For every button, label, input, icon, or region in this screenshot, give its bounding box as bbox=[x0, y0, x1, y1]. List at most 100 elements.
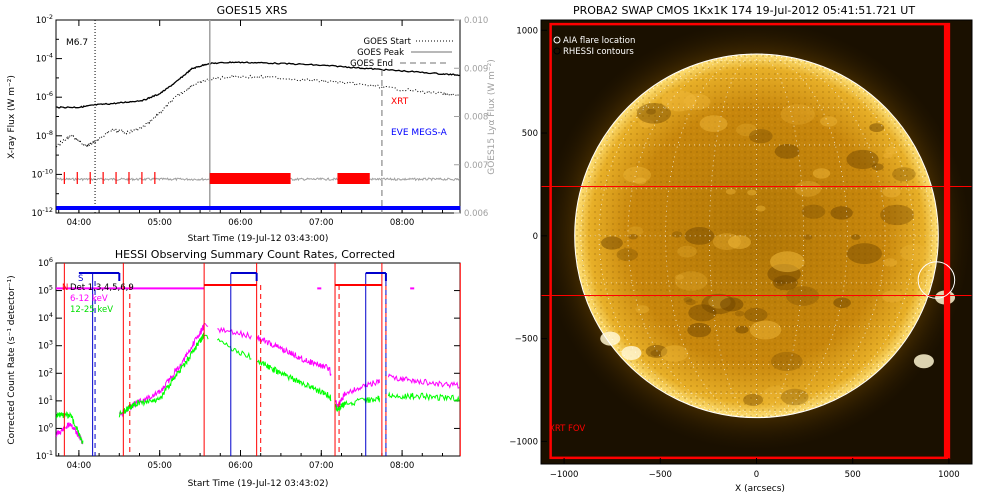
hessi-12-25kev-line bbox=[256, 359, 332, 402]
longitude-line bbox=[756, 53, 848, 419]
coronal-dark-region bbox=[645, 344, 668, 358]
heliographic-grid bbox=[574, 53, 939, 419]
swap-ytick-label: 0 bbox=[533, 232, 538, 242]
hessi-y-axis: 10-1 100 101 102 103 104 105 106 bbox=[36, 256, 460, 462]
coronal-dark-region bbox=[871, 163, 884, 171]
xrs-ylabel: X-ray Flux (W m⁻²) bbox=[7, 75, 17, 159]
hessi-ytick-label: 103 bbox=[38, 339, 53, 352]
active-region bbox=[600, 331, 621, 346]
swap-xtick-label: 0 bbox=[754, 470, 759, 480]
legend-goes-peak: GOES Peak bbox=[357, 48, 404, 58]
coronal-dark-region bbox=[892, 167, 916, 182]
xrs-xtick-label: 07:00 bbox=[309, 218, 334, 228]
xrs-long-channel-line bbox=[56, 61, 461, 109]
xrs-xlabel: Start Time (19-Jul-12 03:43:00) bbox=[188, 234, 329, 244]
coronal-dark-region bbox=[801, 204, 826, 219]
coronal-dark-region bbox=[880, 204, 914, 226]
legend-rhessi-marker bbox=[553, 47, 561, 55]
bright-region bbox=[634, 177, 647, 185]
hessi-12-25kev-line bbox=[387, 391, 460, 403]
eve-observation-bar bbox=[56, 206, 461, 210]
bright-region bbox=[747, 189, 757, 196]
bright-region bbox=[749, 320, 782, 340]
swap-overlays bbox=[541, 22, 972, 460]
hessi-ytick-label: 100 bbox=[38, 421, 53, 434]
coronal-dark-region bbox=[650, 350, 662, 357]
coronal-dark-region bbox=[684, 227, 715, 245]
hessi-ytick-label: 106 bbox=[38, 256, 53, 269]
active-region bbox=[621, 346, 642, 360]
aia-flare-location bbox=[917, 261, 956, 299]
bright-region bbox=[882, 290, 903, 303]
coronal-dark-region bbox=[846, 149, 879, 170]
swap-title: PROBA2 SWAP CMOS 1Kx1K 174 19-Jul-2012 0… bbox=[573, 4, 915, 17]
hessi-xtick-label: 06:00 bbox=[228, 461, 253, 471]
swap-xtick-label: −1000 bbox=[550, 470, 579, 480]
xrs-short-channel-line bbox=[55, 73, 461, 149]
bright-region bbox=[627, 226, 644, 236]
xrs-y2-axis: 0.006 0.007 0.008 0.009 0.010 bbox=[454, 16, 488, 219]
solar-limb bbox=[574, 53, 939, 419]
bright-region bbox=[736, 123, 758, 137]
xrs-ytick-label: 10-6 bbox=[36, 90, 53, 103]
active-region bbox=[913, 354, 934, 369]
xrs-panel: GOES15 XRS 10-12 10-10 10-8 10-6 10-4 10-2 0.… bbox=[7, 4, 497, 244]
hessi-ytick-label: 105 bbox=[38, 284, 53, 297]
coronal-dark-region bbox=[628, 233, 638, 240]
bright-region bbox=[780, 104, 815, 125]
coronal-dark-region bbox=[734, 310, 745, 317]
hessi-6-12kev-line bbox=[55, 422, 84, 445]
xrt-label: XRT bbox=[391, 97, 409, 107]
xrs-legend: GOES Start GOES Peak GOES End bbox=[350, 37, 454, 69]
coronal-dark-region bbox=[803, 234, 813, 240]
hessi-x-axis: 04:00 05:00 06:00 07:00 08:00 bbox=[58, 450, 443, 471]
longitude-line bbox=[756, 53, 804, 419]
bright-region bbox=[674, 274, 684, 280]
swap-ytick-label: 1000 bbox=[516, 26, 538, 36]
xrs-y2tick-label: 0.006 bbox=[464, 209, 488, 219]
bright-region bbox=[635, 305, 650, 314]
xrs-title: GOES15 XRS bbox=[217, 4, 288, 17]
bright-region bbox=[885, 146, 899, 155]
xrs-ytick-label: 10-12 bbox=[32, 206, 53, 219]
coronal-dark-region bbox=[671, 231, 683, 238]
hessi-title: HESSI Observing Summary Count Rates, Cor… bbox=[115, 248, 395, 261]
hessi-xtick-label: 08:00 bbox=[390, 461, 415, 471]
xrs-plot-area bbox=[55, 20, 461, 213]
swap-ytick-label: −1000 bbox=[509, 437, 538, 447]
longitude-line bbox=[709, 53, 757, 419]
hessi-12-25kev-line bbox=[55, 411, 84, 444]
bright-region bbox=[761, 385, 797, 407]
coronal-dark-region bbox=[720, 297, 744, 312]
coronal-dark-region bbox=[830, 206, 853, 220]
longitude-line bbox=[665, 53, 757, 419]
hessi-xtick-label: 04:00 bbox=[67, 461, 92, 471]
bright-region bbox=[770, 251, 805, 273]
bright-region bbox=[712, 233, 741, 251]
bright-region bbox=[699, 115, 728, 132]
coronal-dark-region bbox=[749, 129, 773, 144]
xrt-observation-bar bbox=[337, 173, 370, 184]
xrs-xtick-label: 08:00 bbox=[390, 218, 415, 228]
solar-texture bbox=[574, 54, 939, 418]
coronal-dark-region bbox=[646, 108, 656, 115]
legend-rhessi: RHESSI contours bbox=[563, 47, 634, 57]
hessi-6-12kev-line bbox=[387, 373, 460, 389]
coronal-dark-region bbox=[772, 275, 798, 291]
coronal-dark-region bbox=[833, 297, 851, 309]
hessi-ytick-label: 102 bbox=[38, 366, 53, 379]
hessi-ytick-label: 10-1 bbox=[36, 449, 53, 462]
xrt-fov-box bbox=[549, 22, 951, 460]
swap-legend: AIA flare location RHESSI contours XRT F… bbox=[549, 36, 635, 434]
hessi-xtick-label: 05:00 bbox=[147, 461, 172, 471]
bright-region bbox=[900, 244, 929, 262]
xrs-ytick-label: 10-10 bbox=[32, 167, 53, 180]
coronal-dark-region bbox=[744, 307, 768, 322]
hessi-panel: HESSI Observing Summary Count Rates, Cor… bbox=[7, 248, 461, 489]
coronal-dark-region bbox=[687, 322, 712, 338]
hessi-12-25kev-line bbox=[216, 338, 252, 360]
swap-xtick-label: 500 bbox=[845, 470, 861, 480]
longitude-line bbox=[580, 53, 757, 419]
bright-region bbox=[725, 188, 736, 195]
